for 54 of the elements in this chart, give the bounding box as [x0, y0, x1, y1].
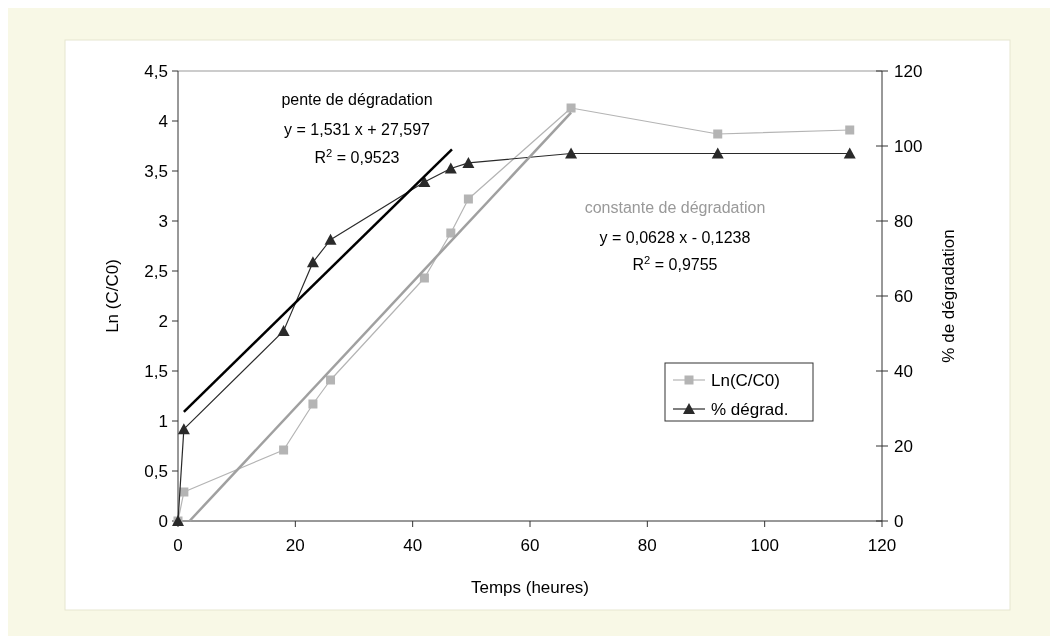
x-tick-label: 80 [637, 536, 657, 555]
annotation: y = 1,531 x + 27,597 [284, 121, 431, 138]
point [845, 125, 855, 135]
point [324, 233, 337, 245]
y-tick-label: 3 [158, 212, 168, 231]
x-tick-label: 20 [285, 536, 305, 555]
y-tick-label: 2,5 [144, 262, 168, 281]
point [711, 147, 724, 159]
legend-label: % dégrad. [711, 400, 789, 419]
y-tick-label: 0,5 [144, 462, 168, 481]
y2-tick-label: 20 [894, 437, 913, 456]
point [306, 256, 319, 268]
y2-tick-label: 0 [894, 512, 904, 531]
point [277, 324, 290, 336]
point [279, 445, 289, 455]
legend-label: Ln(C/C0) [711, 371, 780, 390]
x-tick-label: 0 [173, 536, 183, 555]
annotation: pente de dégradation [281, 91, 433, 108]
x-tick-label: 120 [867, 536, 897, 555]
y2-tick-label: 100 [894, 137, 923, 156]
point [326, 375, 336, 385]
y-tick-label: 1 [158, 412, 168, 431]
point [565, 147, 578, 159]
y-tick-label: 2 [158, 312, 168, 331]
point [566, 103, 576, 113]
x-tick-label: 60 [520, 536, 540, 555]
annotation: y = 0,0628 x - 0,1238 [599, 229, 751, 246]
y2-tick-label: 40 [894, 362, 913, 381]
y-tick-label: 4 [158, 112, 168, 131]
y-tick-label: 4,5 [144, 62, 168, 81]
point [419, 273, 429, 283]
x-tick-label: 40 [403, 536, 423, 555]
x-axis-title: Temps (heures) [470, 578, 590, 597]
annotation: R$^{2}$ = 0,9523 [314, 147, 400, 166]
point [444, 162, 457, 174]
y2-tick-label: 80 [894, 212, 913, 231]
x-tick-label: 100 [750, 536, 779, 555]
y-tick-label: 1,5 [144, 362, 168, 381]
point [446, 228, 456, 238]
point [843, 147, 856, 159]
point [462, 156, 475, 168]
y-tick-label: 0 [158, 512, 168, 531]
y2-tick-label: 60 [894, 287, 913, 306]
point [713, 129, 723, 139]
point [418, 176, 431, 187]
y-axis-title: Ln (C/C0) [103, 259, 122, 333]
annotation: R$^{2}$ = 0,9755 [632, 254, 718, 273]
y2-axis-title: % de dégradation [939, 229, 958, 363]
y2-tick-label: 120 [894, 62, 923, 81]
point [177, 423, 190, 435]
y-tick-label: 3,5 [144, 162, 168, 181]
point [308, 399, 318, 409]
point [463, 194, 473, 204]
annotation: constante de dégradation [584, 199, 766, 216]
